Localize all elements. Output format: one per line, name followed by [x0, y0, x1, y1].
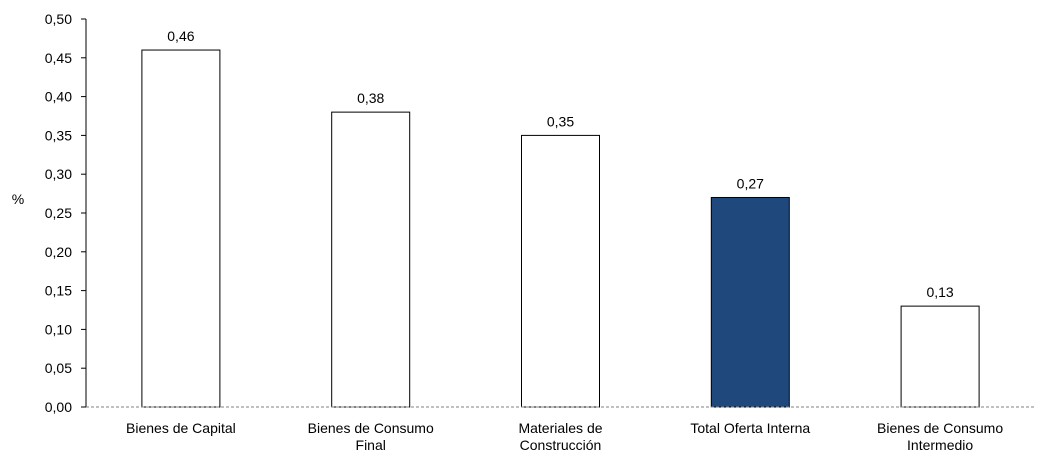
category-label: Final: [356, 437, 386, 453]
y-axis-label: %: [12, 191, 24, 207]
y-tick-label: 0,45: [45, 50, 72, 66]
category-label: Intermedio: [907, 437, 973, 453]
bar: [521, 134, 600, 408]
data-label: 0,35: [547, 113, 574, 129]
y-tick-label: 0,15: [45, 283, 72, 299]
y-tick-label: 0,00: [45, 399, 72, 415]
y-axis-ticks: 0,00 0,05 0,10 0,15 0,20 0,25 0,30 0,35 0,40 0,45…: [45, 11, 86, 415]
category-label: Construcción: [520, 437, 602, 453]
y-tick-label: 0,50: [45, 11, 72, 27]
data-label: 0,46: [167, 28, 194, 44]
category-label: Bienes de Capital: [126, 420, 236, 436]
y-tick-label: 0,40: [45, 89, 72, 105]
bar: [331, 111, 411, 408]
y-tick-label: 0,25: [45, 205, 72, 221]
bars: [141, 49, 980, 408]
bar: [141, 49, 221, 408]
bar: [900, 305, 980, 408]
y-tick-label: 0,35: [45, 127, 72, 143]
y-tick-label: 0,10: [45, 321, 72, 337]
y-tick-label: 0,30: [45, 166, 72, 182]
data-label: 0,13: [926, 284, 953, 300]
y-tick-label: 0,05: [45, 360, 72, 376]
bar: [710, 196, 790, 408]
category-label: Total Oferta Interna: [690, 420, 810, 436]
data-label: 0,38: [357, 90, 384, 106]
y-tick-label: 0,20: [45, 244, 72, 260]
category-labels: Bienes de Capital Bienes de ConsumoFinalM…: [126, 420, 1003, 453]
category-label: Bienes de Consumo: [877, 420, 1003, 436]
data-labels: 0,46 0,38 0,35 0,27 0,13: [167, 28, 954, 300]
category-label: Materiales de: [518, 420, 602, 436]
category-label: Bienes de Consumo: [308, 420, 434, 436]
axes: [85, 19, 1035, 408]
data-label: 0,27: [737, 175, 764, 191]
